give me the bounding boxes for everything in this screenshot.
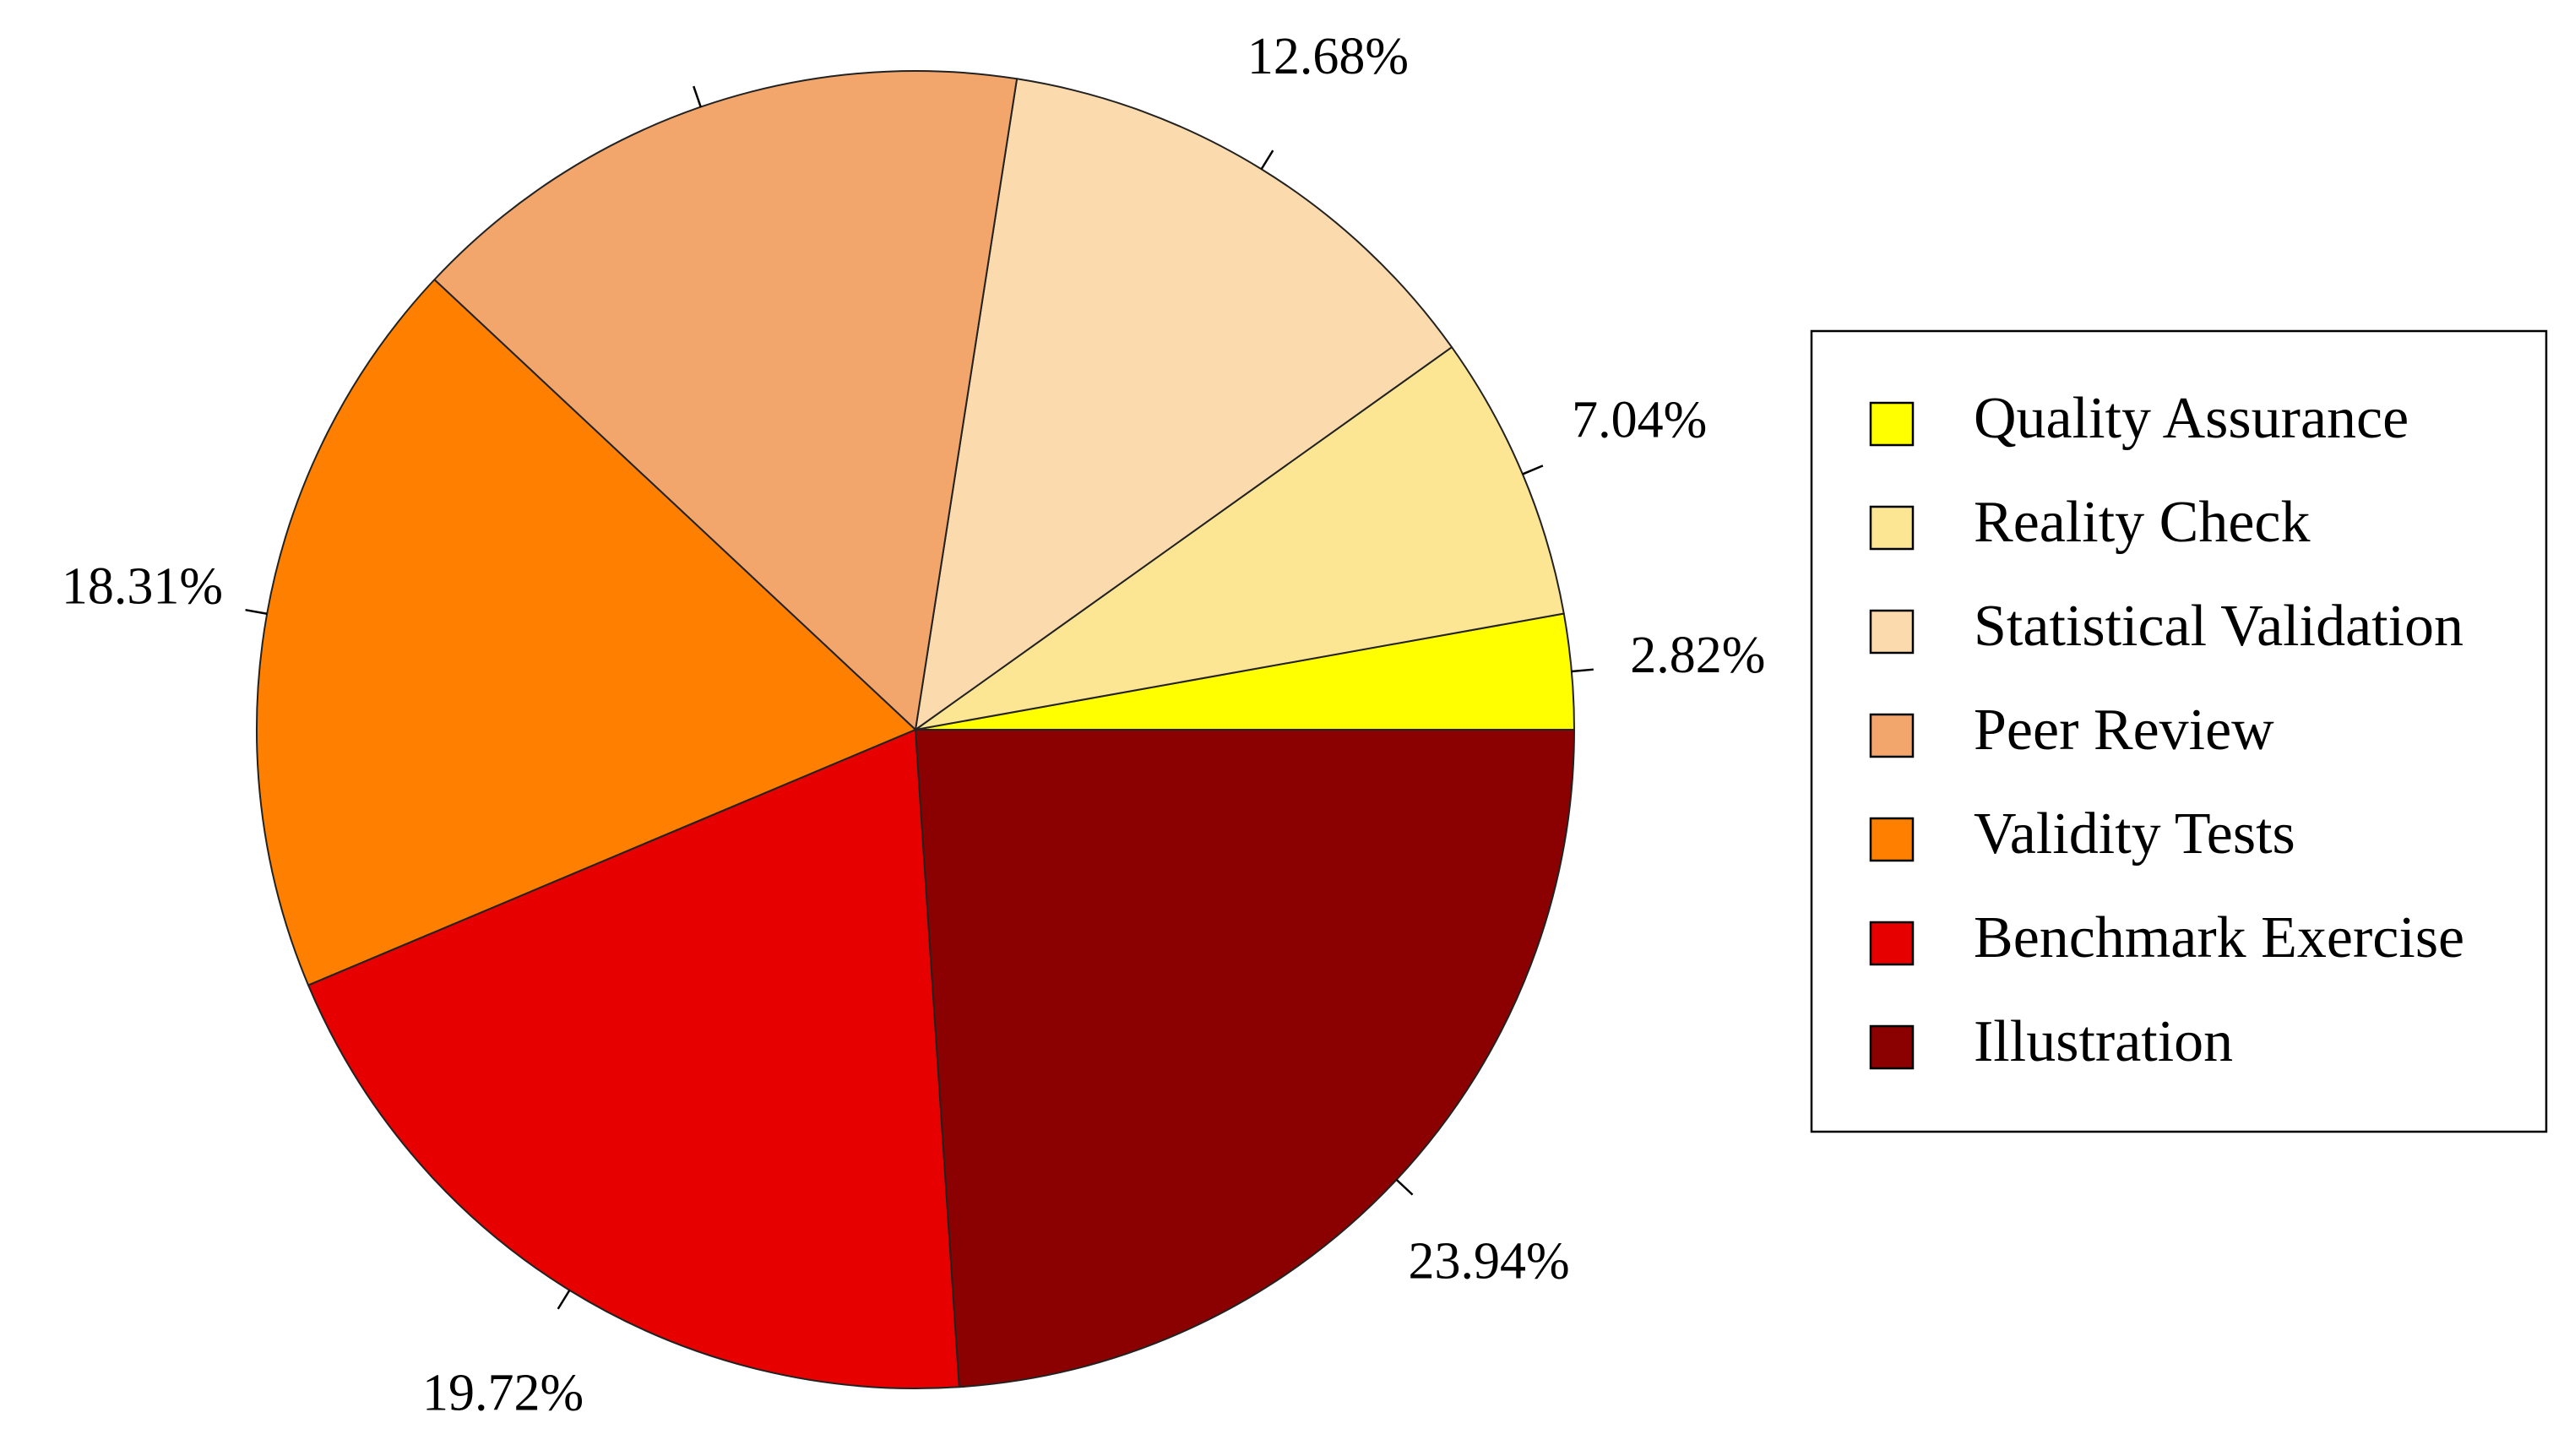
legend-label-validity-tests: Validity Tests bbox=[1974, 801, 2295, 867]
leader-line-peer-review bbox=[693, 85, 702, 108]
legend-swatch-peer-review bbox=[1869, 713, 1915, 758]
pie-slice-peer-review bbox=[433, 70, 1019, 731]
legend-label-statistical-validation: Statistical Validation bbox=[1974, 594, 2464, 659]
slice-label-benchmark-exercise: 19.72% bbox=[422, 1365, 584, 1422]
slice-label-illustration: 23.94% bbox=[1409, 1233, 1570, 1290]
legend-swatch-illustration bbox=[1869, 1024, 1915, 1070]
slice-label-reality-check: 7.04% bbox=[1572, 391, 1707, 448]
pie-slice-statistical-validation bbox=[915, 78, 1453, 731]
legend-frame bbox=[1810, 329, 2548, 1133]
legend-label-peer-review: Peer Review bbox=[1974, 698, 2274, 763]
legend-label-illustration: Illustration bbox=[1974, 1009, 2233, 1074]
pie-slice-illustration bbox=[915, 729, 1575, 1388]
slice-label-quality-assurance: 2.82% bbox=[1630, 627, 1765, 684]
pie-slices bbox=[256, 70, 1575, 1389]
pie-slice-reality-check bbox=[915, 346, 1565, 731]
pie-slice-validity-tests bbox=[256, 279, 916, 986]
leader-line-quality-assurance bbox=[1571, 668, 1594, 673]
pie-slice-benchmark-exercise bbox=[307, 729, 960, 1389]
leader-line-reality-check bbox=[1522, 465, 1544, 475]
pie-labels: 2.82% 7.04% 12.68% 15.49% 18.31% 19.72% 23.94% bbox=[62, 0, 1766, 1422]
slice-label-statistical-validation: 12.68% bbox=[1247, 28, 1409, 85]
legend: Quality Assurance Reality Check Statistica… bbox=[1810, 329, 2548, 1133]
legend-label-benchmark-exercise: Benchmark Exercise bbox=[1974, 905, 2464, 970]
leader-line-validity-tests bbox=[245, 608, 268, 615]
leader-line-illustration bbox=[1395, 1178, 1414, 1196]
legend-label-quality-assurance: Quality Assurance bbox=[1974, 386, 2409, 451]
legend-label-reality-check: Reality Check bbox=[1974, 490, 2311, 555]
legend-swatch-reality-check bbox=[1869, 505, 1915, 551]
slice-label-validity-tests: 18.31% bbox=[62, 558, 223, 616]
leader-line-statistical-validation bbox=[1260, 149, 1274, 170]
legend-swatch-statistical-validation bbox=[1869, 609, 1915, 655]
leader-line-benchmark-exercise bbox=[557, 1290, 571, 1310]
slice-label-peer-review: 15.49% bbox=[579, 0, 740, 11]
legend-swatch-benchmark-exercise bbox=[1869, 921, 1915, 966]
legend-swatch-validity-tests bbox=[1869, 817, 1915, 862]
legend-swatch-quality-assurance bbox=[1869, 401, 1915, 447]
